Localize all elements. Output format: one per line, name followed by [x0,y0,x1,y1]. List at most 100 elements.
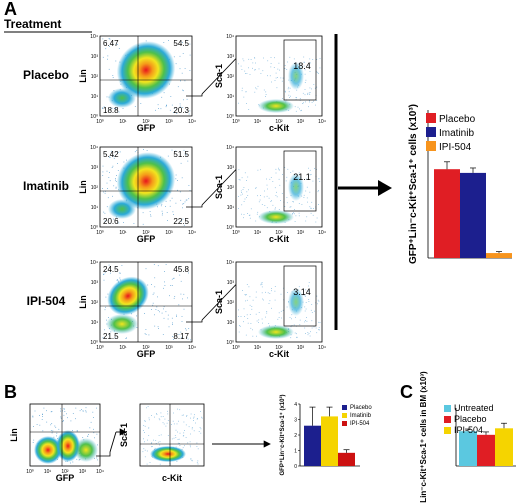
y-tick-label: 10⁴ [90,260,98,266]
y-axis-label: Lin [78,69,88,83]
x-axis-label: GFP [56,473,75,483]
panel-a-letter: A [4,0,17,19]
x-axis-label: c-Kit [269,234,289,244]
y-tick-label: 10¹ [227,320,235,326]
bar-untreated [459,431,477,466]
x-tick-label: 10⁴ [188,345,196,351]
y-axis-label: Lin [78,295,88,309]
y-tick-label: 10¹ [227,94,235,100]
x-tick-label: 10⁰ [232,119,240,125]
legend-swatch [444,427,451,434]
legend-label: Placebo [454,414,487,424]
x-tick-label: 10⁰ [96,230,104,236]
panel-b-bar-chart: 0 1 2 3 4 Placebo Imatinib IPI-504 GFP⁺Lin⁻c-Kit… [279,394,372,475]
gate-value: 21.1 [293,172,311,182]
treatment-label: Imatinib [23,179,69,193]
y-tick-label: 10³ [227,165,235,171]
y-axis-label: Sca-1 [214,64,224,88]
quadrant-top-left-value: 6.47 [103,39,119,48]
y-tick-label: 3 [294,418,297,424]
y-tick-label: 10² [227,185,235,191]
y-tick-label: 10² [91,74,99,80]
x-tick-label: 10³ [165,345,173,351]
y-tick-label: 10² [227,74,235,80]
panel-b-letter: B [4,382,17,402]
bar-placebo [477,434,495,466]
x-tick-label: 10³ [165,119,173,125]
x-tick-label: 10² [275,345,283,351]
y-axis-label: GFP⁺Lin⁻c-Kit⁺Sca-1⁺ (x10³) [279,394,286,475]
legend-swatch [444,405,451,412]
bar-imatinib [321,416,338,466]
sca-kit-dot-plot: 18.4 10⁰ 10¹ 10² 10³ 10⁴ 10⁰ 10¹ 10² 10³ 10⁴ c-Kit S… [214,34,326,133]
panel-a-big-arrowhead [378,180,392,196]
y-tick-label: 10² [91,185,99,191]
x-tick-label: 10⁴ [188,230,196,236]
legend-label: IPI-504 [350,421,370,427]
x-tick-label: 10² [275,119,283,125]
quadrant-top-right-value: 51.5 [173,150,189,159]
x-tick-label: 10¹ [254,119,262,125]
legend-swatch [342,413,347,418]
x-tick-label: 10⁰ [96,345,104,351]
y-tick-label: 10² [91,300,99,306]
quadrant-bottom-left-value: 18.8 [103,106,119,115]
panel-b-lin-gfp-dot-plot: 10⁰ 10¹ 10² 10³ 10⁴ GFP Lin [9,403,127,483]
x-tick-label: 10³ [297,230,305,236]
legend-swatch [444,416,451,423]
x-tick-label: 10² [275,230,283,236]
y-tick-label: 10¹ [91,320,99,326]
y-tick-label: 0 [294,464,297,470]
x-axis-label: c-Kit [162,473,182,483]
sca-kit-dot-plot: 3.14 10⁰ 10¹ 10² 10³ 10⁴ 10⁰ 10¹ 10² 10³ 10⁴ c-Kit S… [214,260,326,359]
y-tick-label: 10³ [91,165,99,171]
x-tick-label: 10¹ [44,469,52,475]
y-tick-label: 10⁴ [90,145,98,151]
legend-swatch [426,127,436,137]
y-tick-label: 10³ [227,280,235,286]
y-tick-label: 10⁰ [90,225,98,231]
x-axis-label: c-Kit [269,123,289,133]
y-tick-label: 10⁰ [90,114,98,120]
x-tick-label: 10² [142,345,150,351]
legend-swatch [342,405,347,410]
x-tick-label: 10² [142,230,150,236]
treatment-label: Placebo [23,68,69,82]
panel-a-row-placebo: Placebo 6.47 54.5 18.8 20.3 10⁰ 10¹ 10² 10³ 10⁴ 10… [23,34,326,133]
x-tick-label: 10¹ [119,345,127,351]
quadrant-bottom-right-value: 22.5 [173,217,189,226]
legend-label: Imatinib [350,413,372,419]
legend-label: IPI-504 [439,142,472,153]
y-tick-label: 10⁴ [226,260,234,266]
x-tick-label: 10³ [165,230,173,236]
legend-label: IPI-504 [454,425,483,435]
legend-label: Imatinib [439,128,474,139]
panel-c-letter: C [400,382,413,402]
gate-value: 3.14 [293,287,311,297]
quadrant-bottom-right-value: 8.17 [173,332,189,341]
quadrant-top-left-value: 24.5 [103,265,119,274]
x-tick-label: 10¹ [254,345,262,351]
quadrant-top-left-value: 5.42 [103,150,119,159]
x-tick-label: 10³ [297,119,305,125]
x-tick-label: 10⁴ [96,469,104,475]
x-tick-label: 10⁰ [26,469,34,475]
panel-b-sca-kit-dot-plot: c-Kit Sca-1 [119,403,271,483]
lin-gfp-dot-plot: 6.47 54.5 18.8 20.3 10⁰ 10¹ 10² 10³ 10⁴ 10⁰ 10¹ 10²… [78,34,196,133]
quadrant-top-right-value: 45.8 [173,265,189,274]
y-axis-label: Lin [9,428,19,442]
x-tick-label: 10² [142,119,150,125]
y-tick-label: 10⁰ [90,340,98,346]
y-axis-label: Sca-1 [214,175,224,199]
y-tick-label: 1 [294,449,297,455]
x-tick-label: 10⁴ [318,119,326,125]
panel-a-row-imatinib: Imatinib 5.42 51.5 20.6 22.5 10⁰ 10¹ 10² 10³ 10⁴ 1… [23,145,326,244]
legend-swatch [426,113,436,123]
bar-ipi-504 [495,428,513,466]
y-tick-label: 10⁴ [226,145,234,151]
y-tick-label: 4 [294,402,297,408]
y-axis-label: Lin⁻c-Kit⁺Sca-1⁺ cells in BM (x10³) [419,371,428,503]
y-tick-label: 10¹ [91,94,99,100]
y-tick-label: 10³ [91,54,99,60]
